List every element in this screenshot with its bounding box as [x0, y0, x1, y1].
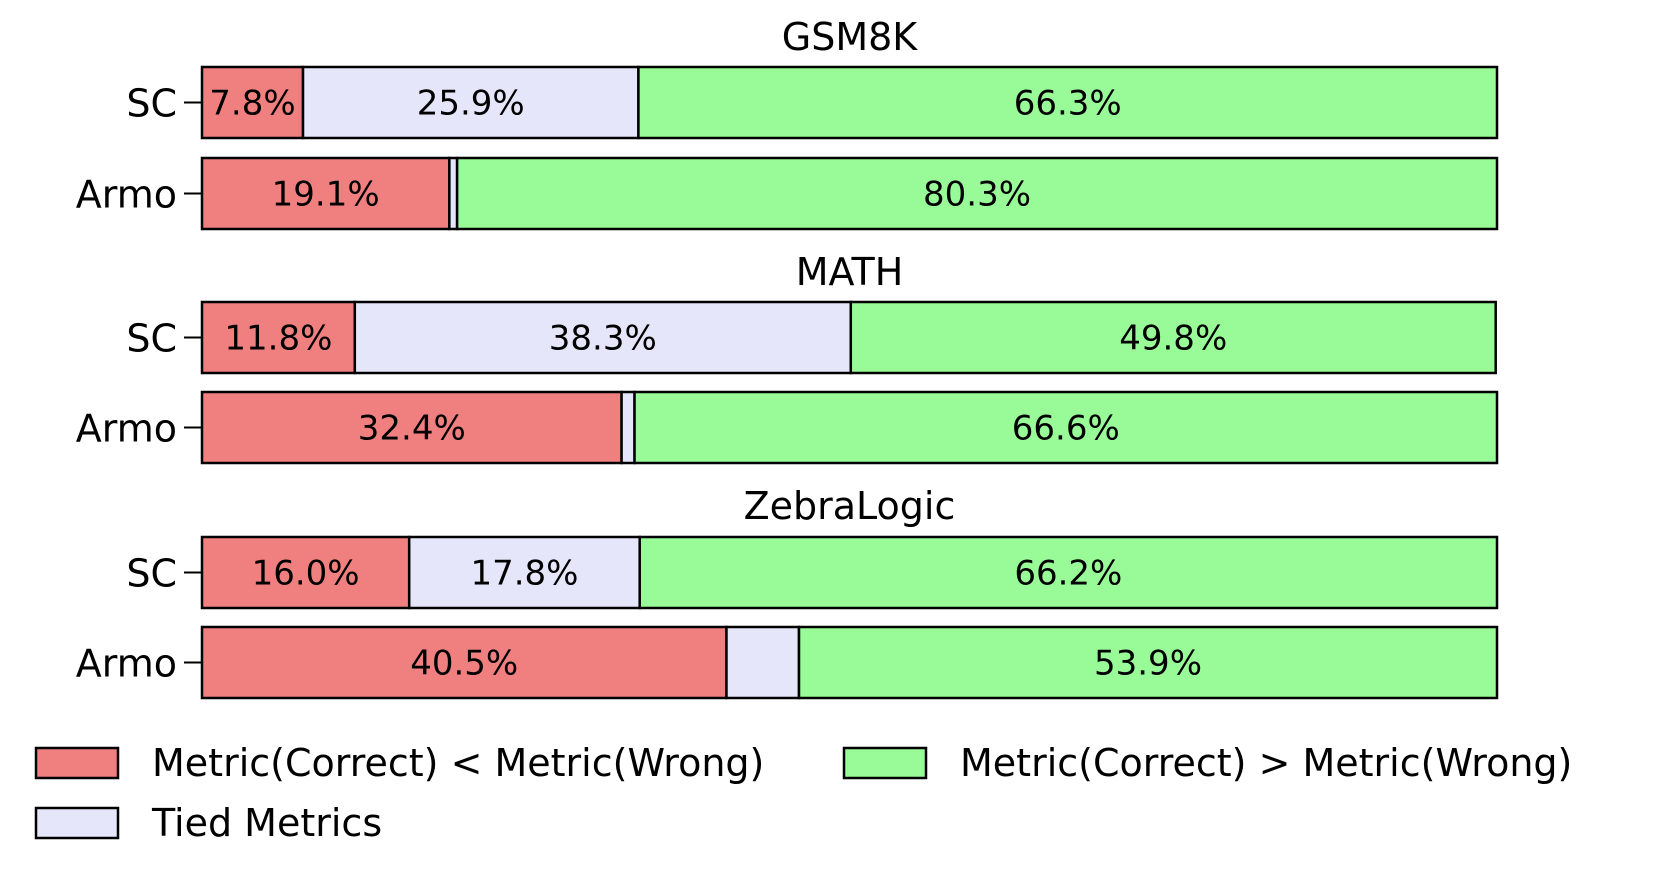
legend-label-tied: Tied Metrics	[151, 801, 382, 845]
bar-segment-lower-armo	[200, 625, 728, 700]
data-label: 19.1%	[272, 175, 380, 215]
panel-title: MATH	[796, 250, 904, 294]
legend: Metric(Correct) < Metric(Wrong) Metric(Co…	[34, 741, 1572, 845]
y-tick-label: SC	[126, 317, 177, 361]
data-label: 16.0%	[252, 554, 360, 594]
data-label: 25.9%	[417, 84, 525, 124]
legend-label-lower: Metric(Correct) < Metric(Wrong)	[152, 741, 764, 785]
data-label: 49.8%	[1119, 319, 1227, 359]
data-label: 66.3%	[1014, 84, 1122, 124]
panel-zebralogic: ZebraLogic SC 16.0% 17.8% 66.2% Armo 40.5% 53.9…	[76, 484, 1499, 700]
bar-segment-lower-sc	[200, 300, 357, 375]
bar-segment-higher-sc	[849, 300, 1497, 375]
bar-segment-tied-armo	[725, 625, 801, 700]
data-label: 80.3%	[923, 175, 1031, 215]
bar-segment-tied-sc	[407, 535, 641, 610]
legend-swatch-lower	[34, 746, 120, 780]
bar-segment-higher-armo	[797, 625, 1499, 700]
data-label: 7.8%	[209, 84, 295, 124]
data-label: 40.5%	[410, 644, 518, 684]
data-label: 53.9%	[1094, 644, 1202, 684]
bar-segment-higher-armo	[455, 156, 1499, 231]
bar-segment-tied-sc	[353, 300, 853, 375]
legend-swatch-tied	[34, 806, 120, 840]
bar-segment-lower-sc	[200, 535, 411, 610]
panel-title: GSM8K	[782, 15, 919, 59]
panel-gsm8k: GSM8K SC 7.8% 25.9% 66.3% Armo 19.1% 80.3%	[76, 15, 1499, 231]
data-label: 32.4%	[358, 409, 466, 449]
y-tick-label: SC	[126, 552, 177, 596]
y-tick-label: Armo	[76, 407, 177, 451]
bar-segment-tied-armo	[620, 390, 636, 465]
data-label: 38.3%	[549, 319, 657, 359]
data-label: 11.8%	[224, 319, 332, 359]
y-tick-label: Armo	[76, 173, 177, 217]
data-label: 66.2%	[1014, 554, 1122, 594]
bar-segment-tied-sc	[301, 65, 640, 140]
panel-title: ZebraLogic	[744, 484, 956, 528]
data-label: 66.6%	[1012, 409, 1120, 449]
data-label: 17.8%	[470, 554, 578, 594]
legend-label-higher: Metric(Correct) > Metric(Wrong)	[960, 741, 1572, 785]
bar-segment-higher-armo	[633, 390, 1499, 465]
bar-segment-higher-sc	[637, 65, 1499, 140]
y-tick-label: Armo	[76, 642, 177, 686]
bar-segment-lower-armo	[200, 390, 623, 465]
legend-swatch-higher	[842, 746, 928, 780]
y-tick-label: SC	[126, 82, 177, 126]
bar-segment-lower-armo	[200, 156, 451, 231]
panel-math: MATH SC 11.8% 38.3% 49.8% Armo 32.4% 66.6%	[76, 250, 1499, 465]
bar-segment-higher-sc	[638, 535, 1499, 610]
